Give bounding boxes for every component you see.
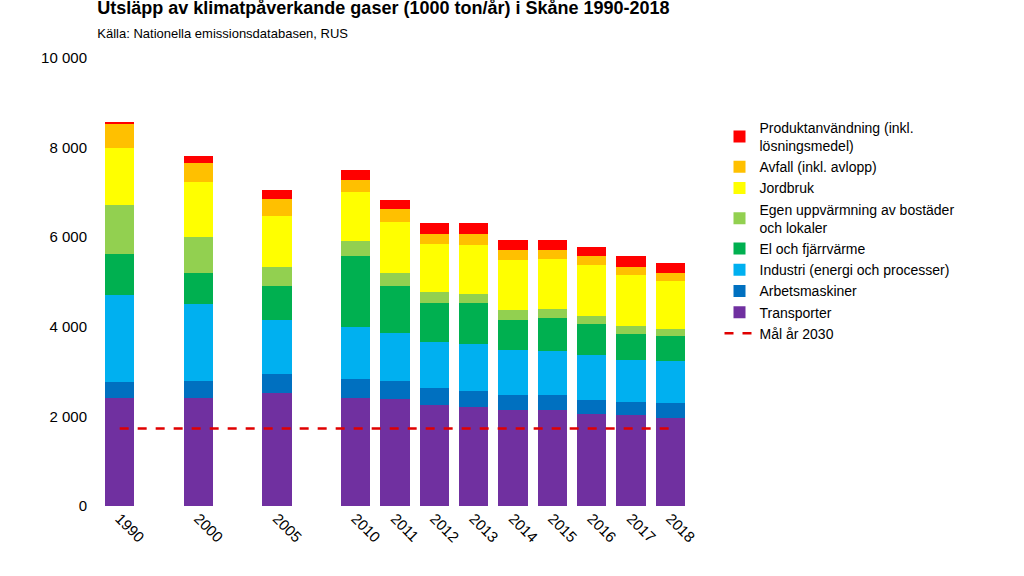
svg-text:Produktanvändning (inkl.lösnin: Produktanvändning (inkl.lösningsmedel) (760, 120, 914, 154)
svg-text:Utsläpp av klimatpåverkande ga: Utsläpp av klimatpåverkande gaser (1000 … (97, 0, 669, 41)
svg-text:2011: 2011 (388, 510, 423, 545)
svg-text:2018: 2018 (663, 510, 699, 546)
svg-text:2017: 2017 (624, 510, 660, 546)
svg-text:2000: 2000 (191, 510, 227, 546)
svg-text:2015: 2015 (545, 510, 581, 546)
svg-text:0: 0 (79, 497, 87, 514)
svg-text:10 000: 10 000 (41, 49, 87, 66)
svg-text:Arbetsmaskiner: Arbetsmaskiner (760, 283, 858, 299)
svg-text:2 000: 2 000 (49, 408, 87, 425)
svg-text:Jordbruk: Jordbruk (760, 180, 815, 196)
svg-text:Transporter: Transporter (760, 305, 832, 321)
svg-text:1990: 1990 (112, 510, 148, 546)
svg-text:2013: 2013 (466, 510, 502, 546)
svg-text:2010: 2010 (348, 510, 384, 546)
svg-text:2016: 2016 (584, 510, 620, 546)
svg-text:8 000: 8 000 (49, 139, 87, 156)
svg-text:6 000: 6 000 (49, 228, 87, 245)
svg-text:Avfall (inkl. avlopp): Avfall (inkl. avlopp) (760, 159, 877, 175)
svg-text:2005: 2005 (270, 510, 306, 546)
svg-text:Mål år 2030: Mål år 2030 (760, 326, 834, 342)
svg-text:4 000: 4 000 (49, 318, 87, 335)
svg-text:El och fjärrvärme: El och fjärrvärme (760, 241, 866, 257)
svg-text:2012: 2012 (427, 510, 463, 546)
svg-text:2014: 2014 (506, 510, 542, 546)
svg-text:Egen uppvärmning av bostäderoc: Egen uppvärmning av bostäderoch lokaler (760, 202, 955, 236)
svg-text:Industri (energi och processer: Industri (energi och processer) (760, 262, 950, 278)
